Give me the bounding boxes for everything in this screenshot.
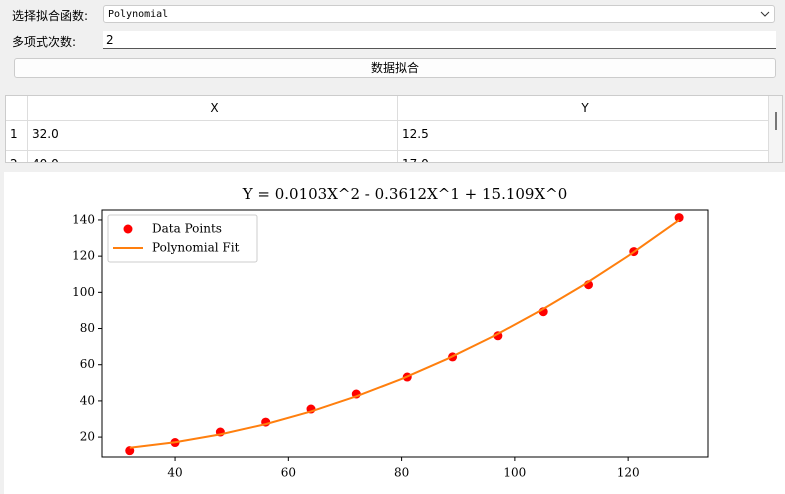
legend-box [107, 214, 258, 263]
y-tick-label: 100 [72, 285, 95, 299]
column-header[interactable]: Y [398, 96, 769, 121]
legend-marker [123, 224, 133, 234]
y-tick-label: 60 [80, 357, 95, 371]
x-tick-label: 100 [503, 466, 526, 480]
y-tick-label: 20 [80, 430, 95, 444]
fit-button[interactable]: 数据拟合 [14, 58, 776, 78]
x-tick-label: 80 [394, 466, 409, 480]
chart-title: Y = 0.0103X^2 - 0.3612X^1 + 15.109X^0 [242, 185, 568, 203]
plot-frame [101, 209, 709, 458]
y-tick-label: 120 [72, 249, 95, 263]
function-label: 选择拟合函数: [12, 9, 89, 23]
y-tick-label: 140 [72, 212, 95, 226]
function-combobox[interactable]: Polynomial [103, 5, 775, 23]
data-table: X Y 1 32.0 12.5 2 40.0 17.0 [5, 95, 783, 163]
x-tick-label: 40 [167, 466, 182, 480]
x-tick-label: 60 [281, 466, 296, 480]
column-header[interactable]: X [28, 96, 398, 121]
legend-label: Polynomial Fit [152, 241, 240, 255]
row-header[interactable]: 1 [6, 121, 28, 151]
function-value: Polynomial [108, 9, 169, 20]
scrollbar-thumb[interactable] [775, 112, 777, 130]
x-tick-label: 120 [617, 466, 640, 480]
degree-label: 多项式次数: [12, 35, 77, 49]
dropdown-arrow [760, 11, 770, 17]
table-cell[interactable]: 32.0 [28, 121, 398, 151]
degree-input[interactable]: 2 [103, 31, 776, 49]
legend-label: Data Points [152, 222, 222, 236]
y-tick-label: 40 [80, 393, 95, 407]
scrollbar[interactable] [769, 96, 782, 162]
y-tick-label: 80 [80, 321, 95, 335]
corner [6, 96, 28, 121]
table-cell[interactable]: 40.0 [28, 151, 398, 162]
fit-line [129, 219, 680, 449]
table-cell[interactable]: 12.5 [398, 121, 769, 151]
data-point [674, 213, 684, 223]
row-header[interactable]: 2 [6, 151, 28, 162]
table-cell[interactable]: 17.0 [398, 151, 769, 162]
